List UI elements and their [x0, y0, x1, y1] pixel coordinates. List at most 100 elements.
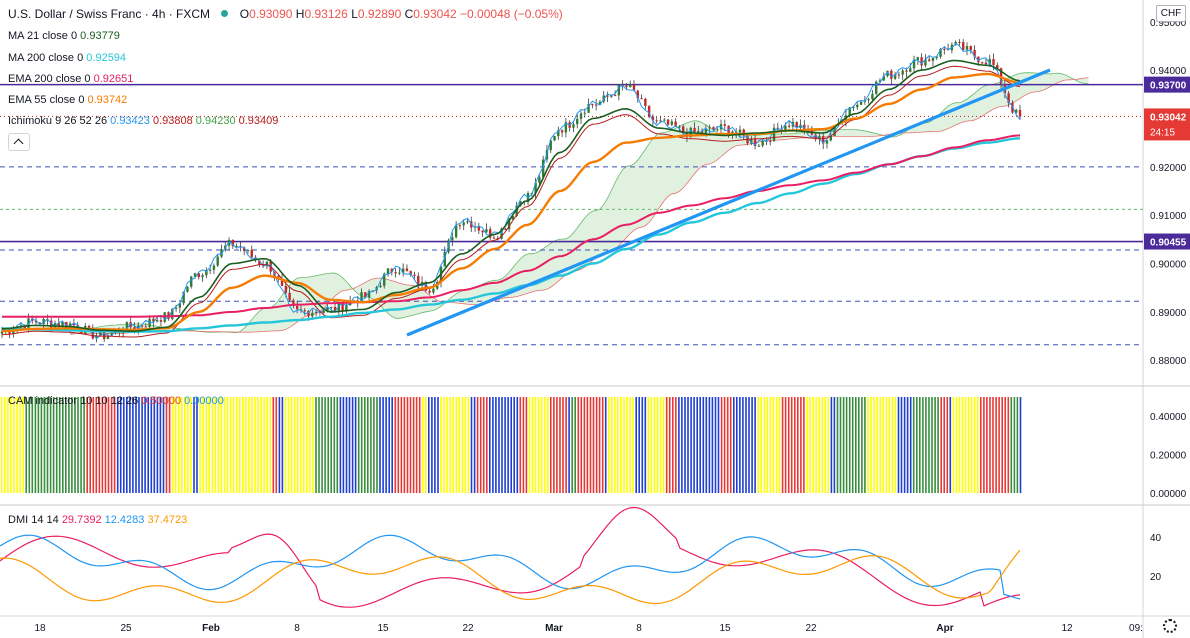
cam-bar	[1, 397, 3, 493]
cam-bar	[611, 397, 613, 493]
legend-ichimoku[interactable]: Ichimoku 9 26 52 26 0.93423 0.93808 0.94…	[8, 115, 278, 127]
cam-bar	[43, 397, 46, 493]
legend-ma21[interactable]: MA 21 close 0 0.93779	[8, 30, 120, 42]
cam-bar	[92, 397, 95, 493]
cam-bar	[626, 397, 628, 493]
candle-body	[681, 126, 685, 133]
cam-bar	[464, 397, 467, 493]
time-tick-label: 18	[34, 623, 46, 634]
ohlc-open-label: O	[239, 7, 250, 21]
cam-bar	[55, 397, 58, 493]
candle-body	[610, 94, 613, 97]
cam-bar	[665, 397, 668, 493]
candle-body	[424, 282, 428, 291]
cam-bar	[614, 397, 616, 493]
cam-bar	[467, 397, 470, 493]
ohlc-close-label: C	[404, 7, 414, 21]
cam-bar	[168, 397, 171, 493]
cam-bar	[74, 397, 76, 493]
collapse-legend-button[interactable]	[8, 133, 30, 151]
cam-bar	[647, 397, 650, 493]
cam-bar	[919, 397, 921, 493]
candle-body	[53, 323, 57, 328]
candle-body	[106, 335, 110, 340]
cam-bar	[656, 397, 659, 493]
cam-bar	[199, 397, 201, 493]
chart-settings-button[interactable]	[1160, 617, 1180, 635]
indicator-value: 0.93742	[87, 94, 128, 106]
cam-bar	[495, 397, 497, 493]
indicator-label: MA 21 close 0	[8, 30, 78, 42]
cam-bar	[690, 397, 692, 493]
cam-bar	[89, 397, 91, 493]
indicator-label: CAM indicator 10 10 12 26	[8, 395, 139, 407]
cam-bar	[845, 397, 848, 493]
cam-bar	[345, 397, 348, 493]
candle-body	[57, 323, 60, 327]
cam-bar	[684, 397, 686, 493]
candle-body	[980, 62, 984, 64]
cam-bar	[318, 397, 320, 493]
cam-bar	[16, 397, 18, 493]
candle-body	[663, 119, 666, 121]
cam-bar	[19, 397, 21, 493]
ohlc-change: −0.00048 (−0.05%)	[460, 7, 563, 21]
cam-bar	[107, 397, 110, 493]
cam-bar	[839, 397, 842, 493]
cam-bar	[409, 397, 412, 493]
cam-bar	[842, 397, 845, 493]
ohlc-open: 0.93090	[249, 7, 293, 21]
candle-body	[49, 320, 53, 328]
candle-body	[367, 290, 371, 298]
candle-body	[61, 321, 64, 327]
cam-bar	[562, 397, 564, 493]
legend-dmi[interactable]: DMI 14 14 29.7392 12.4283 37.4723	[8, 514, 187, 526]
legend-ema200[interactable]: EMA 200 close 0 0.92651	[8, 73, 133, 85]
cam-bar	[543, 397, 546, 493]
candle-body	[700, 130, 704, 133]
candle-body	[613, 94, 617, 96]
candle-body	[927, 59, 931, 61]
cam-bar	[229, 397, 232, 493]
candle-body	[155, 320, 159, 322]
candle-body	[500, 228, 503, 239]
candle-body	[360, 292, 363, 303]
cam-bar	[150, 397, 153, 493]
candle-body	[345, 305, 348, 311]
candle-body	[432, 288, 435, 293]
cam-bar	[135, 397, 137, 493]
trend-line	[406, 68, 1051, 337]
candle-body	[91, 327, 95, 339]
cam-bar	[275, 397, 278, 493]
candle-body	[496, 238, 499, 240]
cam-bar	[425, 397, 427, 493]
legend-ma200[interactable]: MA 200 close 0 0.92594	[8, 52, 126, 64]
legend-ema55[interactable]: EMA 55 close 0 0.93742	[8, 94, 127, 106]
candle-body	[99, 331, 102, 337]
cam-bar	[607, 397, 610, 493]
cam-bar	[540, 397, 543, 493]
cam-value-2: 0.00000	[184, 395, 224, 407]
cam-bar	[653, 397, 656, 493]
candle-body	[398, 272, 401, 274]
candle-body	[280, 278, 284, 286]
cam-bar	[123, 397, 125, 493]
cam-bar	[809, 397, 811, 493]
time-tick-label: 12	[1061, 623, 1073, 634]
cam-bar	[412, 397, 415, 493]
cam-bar	[726, 397, 729, 493]
currency-badge[interactable]: CHF	[1156, 5, 1186, 22]
cam-bar	[13, 397, 15, 493]
candle-body	[890, 70, 893, 79]
cam-bar	[678, 397, 680, 493]
candle-body	[72, 323, 76, 326]
candle-body	[591, 104, 594, 106]
legend-cam[interactable]: CAM indicator 10 10 12 26 0.50000 0.0000…	[8, 395, 224, 407]
cam-bar	[330, 397, 332, 493]
price-tick-label: 0.88000	[1150, 356, 1187, 367]
cam-bar	[327, 397, 329, 493]
candle-body	[712, 127, 715, 130]
countdown-label: 24:15	[1150, 127, 1175, 138]
currency-label: CHF	[1160, 8, 1182, 19]
